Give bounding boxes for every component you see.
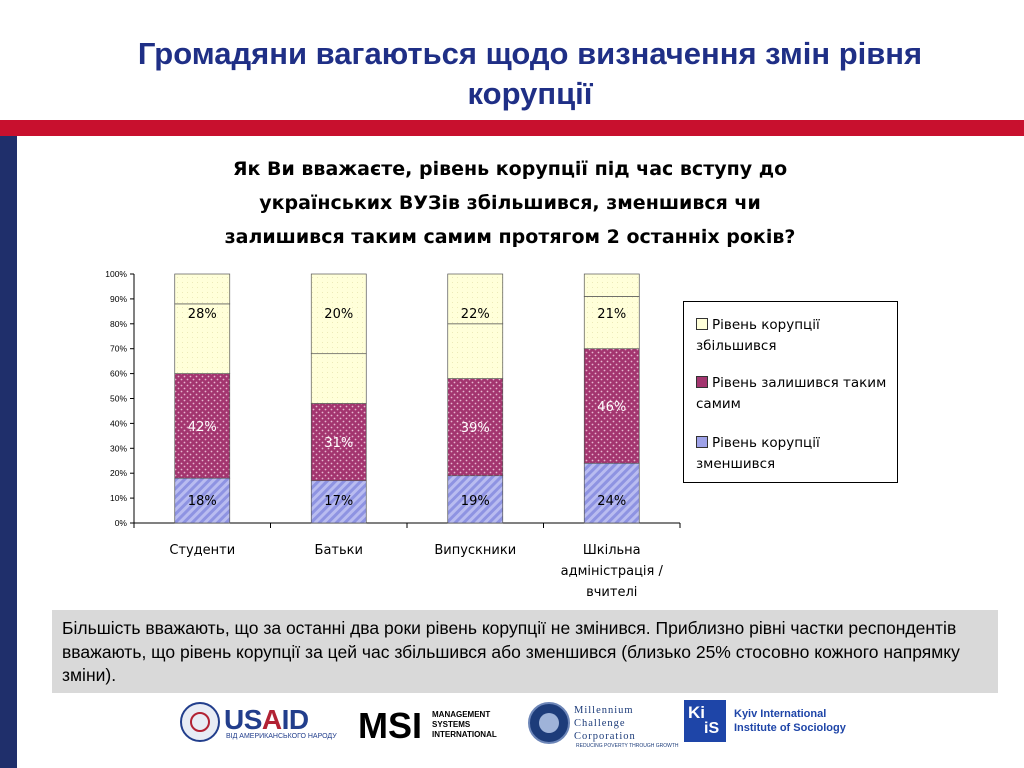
x-category-label: адміністрація /	[561, 564, 664, 579]
kiis-logo-text: Kyiv International Institute of Sociolog…	[734, 707, 846, 735]
legend-label-increased-line1: Рівень корупції	[712, 317, 820, 333]
summary-box: Більшість вважають, що за останні два ро…	[52, 610, 998, 693]
mcc-line1: Millennium	[574, 705, 634, 716]
slide-title-line1: Громадяни вагаються щодо визначення змін…	[137, 36, 923, 71]
summary-text: Більшість вважають, що за останні два ро…	[62, 618, 960, 685]
bar-segment	[174, 303, 231, 374]
slide-title: Громадяни вагаються щодо визначення змін…	[60, 34, 1000, 114]
y-tick-label: 80%	[110, 319, 127, 329]
kiis-logo-s: iS	[704, 720, 720, 737]
y-tick-label: 0%	[115, 518, 128, 528]
left-accent-band	[0, 136, 17, 768]
usaid-seal-icon	[180, 702, 220, 742]
x-category-label: Батьки	[315, 543, 363, 558]
msi-line3: INTERNATIONAL	[432, 730, 497, 739]
data-label: 39%	[461, 421, 490, 436]
x-category-label: Шкільна	[583, 543, 641, 558]
msi-line2: SYSTEMS	[432, 720, 471, 729]
mcc-globe-icon	[528, 702, 570, 744]
chart-title-line2: українських ВУЗів збільшився, зменшився …	[259, 192, 761, 214]
data-label: 19%	[461, 494, 490, 509]
y-tick-label: 70%	[110, 344, 127, 354]
usaid-logo-text: USAID	[224, 704, 309, 736]
partner-logos	[0, 698, 1024, 768]
data-label: 22%	[461, 307, 490, 322]
legend-label-same-line1: Рівень залишився таким	[712, 375, 887, 391]
bar-segment	[583, 462, 640, 524]
bar-segment	[447, 378, 504, 477]
bar-segment	[310, 353, 367, 404]
y-tick-label: 10%	[110, 493, 127, 503]
kiis-logo-k: Ki	[688, 703, 705, 722]
kiis-logo-icon: Ki iS	[684, 700, 726, 742]
legend-label-increased-line2: збільшився	[696, 338, 777, 354]
y-tick-label: 20%	[110, 468, 127, 478]
data-label: 21%	[597, 307, 626, 322]
y-tick-label: 50%	[110, 394, 127, 404]
mcc-line3: Corporation	[574, 731, 636, 742]
data-label: 28%	[188, 307, 217, 322]
mcc-tagline: REDUCING POVERTY THROUGH GROWTH	[576, 743, 679, 749]
data-label: 17%	[324, 494, 353, 509]
legend-swatch-decreased	[696, 436, 708, 448]
msi-logo-text: MANAGEMENT SYSTEMS INTERNATIONAL	[432, 710, 497, 740]
slide-title-line2: корупції	[467, 76, 593, 111]
bar-segment	[310, 403, 367, 482]
chart-bars	[174, 273, 640, 524]
bar-segment	[310, 480, 367, 524]
legend-swatch-increased	[696, 318, 708, 330]
legend-label-decreased-line1: Рівень корупції	[712, 435, 820, 451]
legend-item-same: Рівень залишився таким самим	[696, 373, 896, 415]
data-label: 42%	[188, 420, 217, 435]
x-category-label: Студенти	[169, 543, 235, 558]
usaid-logo-a: A	[261, 704, 282, 735]
bar-segment	[583, 296, 640, 350]
data-label: 18%	[188, 494, 217, 509]
mcc-logo-text: Millennium Challenge Corporation	[574, 704, 636, 743]
data-label: 20%	[324, 307, 353, 322]
y-tick-label: 40%	[110, 418, 127, 428]
bar-segment	[447, 475, 504, 524]
bar-segment	[447, 273, 504, 325]
msi-logo-icon: MSI	[358, 707, 422, 741]
usaid-logo-id: ID	[281, 704, 310, 735]
usaid-tagline: ВІД АМЕРИКАНСЬКОГО НАРОДУ	[226, 733, 337, 740]
chart-legend: Рівень корупції збільшився Рівень залиши…	[683, 301, 898, 483]
bar-segment	[583, 348, 640, 464]
legend-swatch-same	[696, 376, 708, 388]
legend-item-increased: Рівень корупції збільшився	[696, 315, 896, 357]
y-tick-label: 60%	[110, 369, 127, 379]
data-label: 31%	[324, 436, 353, 451]
kiis-line1: Kyiv International	[734, 708, 827, 720]
chart-data-labels: 18% 42% 28% 17% 31% 20% 19% 39% 22% 24% 46% 21%	[188, 307, 626, 509]
bar-segment	[174, 373, 231, 479]
chart-axes: 0% 10% 20% 30% 40% 50% 60% 70% 80% 90% 100% Студент…	[105, 269, 681, 600]
bar-segment	[174, 273, 231, 305]
red-divider-band	[0, 120, 1024, 136]
legend-label-same-line2: самим	[696, 396, 741, 412]
bar-segment	[447, 323, 504, 379]
y-tick-label: 90%	[110, 294, 127, 304]
y-tick-label: 30%	[110, 443, 127, 453]
mcc-line2: Challenge	[574, 718, 626, 729]
msi-logo-mark: MSI	[358, 707, 422, 741]
bar-segment	[174, 477, 231, 524]
usaid-logo-us: US	[224, 704, 262, 735]
chart-title-line3: залишився таким самим протягом 2 останні…	[224, 226, 796, 248]
legend-label-decreased-line2: зменшився	[696, 456, 776, 472]
chart-title: Як Ви вважаєте, рівень корупції під час …	[190, 152, 830, 254]
bar-segment	[583, 273, 640, 297]
legend-item-decreased: Рівень корупції зменшився	[696, 433, 896, 475]
msi-line1: MANAGEMENT	[432, 710, 491, 719]
x-category-label: Випускники	[434, 543, 516, 558]
data-label: 46%	[597, 400, 626, 415]
data-label: 24%	[597, 494, 626, 509]
x-category-label: вчителі	[586, 585, 637, 600]
chart-title-line1: Як Ви вважаєте, рівень корупції під час …	[232, 158, 788, 180]
bar-segment	[310, 273, 367, 355]
y-tick-label: 100%	[105, 269, 127, 279]
kiis-line2: Institute of Sociology	[734, 722, 846, 734]
